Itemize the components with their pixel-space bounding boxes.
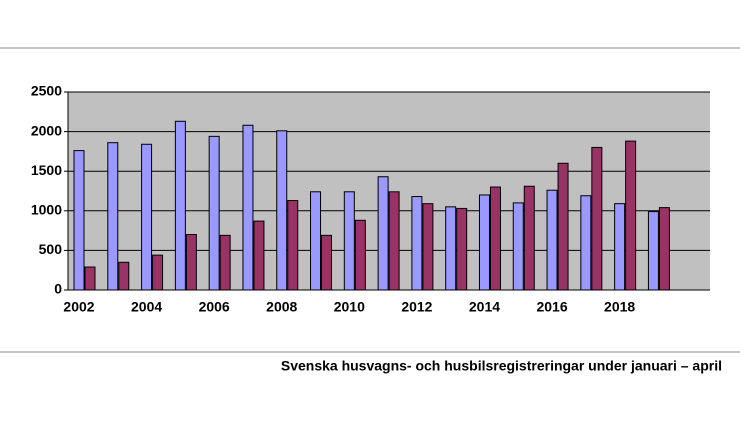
bar (84, 266, 96, 291)
bar (614, 203, 626, 291)
bar (321, 234, 333, 291)
bar (343, 191, 355, 291)
y-tick-label: 2500 (31, 83, 62, 99)
bar (185, 234, 197, 291)
bar (445, 206, 457, 291)
bar (242, 124, 254, 291)
x-tick-label: 2002 (63, 299, 94, 315)
bar (152, 254, 164, 291)
y-tick-label: 0 (54, 281, 62, 297)
bar (287, 200, 299, 291)
bar (107, 142, 119, 291)
bar (478, 194, 490, 291)
bar (580, 195, 592, 291)
bar (489, 186, 501, 291)
caption: Svenska husvagns- och husbilsregistrerin… (281, 358, 722, 374)
bar (276, 130, 288, 291)
y-tick-label: 2000 (31, 122, 62, 138)
bar (310, 191, 322, 291)
bar (625, 140, 637, 291)
bar (377, 176, 389, 291)
bar (253, 220, 265, 291)
bar (647, 211, 659, 291)
y-tick-label: 500 (39, 241, 63, 257)
bar (591, 146, 603, 291)
bar (208, 135, 220, 291)
x-tick-label: 2014 (469, 299, 500, 315)
bar (557, 162, 569, 291)
bar (219, 234, 231, 291)
y-tick-label: 1500 (31, 162, 62, 178)
bar (411, 196, 423, 291)
bar (512, 202, 524, 291)
x-tick-label: 2016 (536, 299, 567, 315)
x-tick-label: 2006 (199, 299, 230, 315)
y-tick-label: 1000 (31, 202, 62, 218)
bar (354, 219, 366, 291)
bar (523, 185, 535, 291)
bar (388, 191, 400, 291)
bar (546, 189, 558, 291)
bar (422, 203, 434, 291)
bar (174, 120, 186, 291)
bar (118, 261, 130, 291)
bar (73, 150, 85, 291)
x-tick-label: 2010 (334, 299, 365, 315)
x-tick-label: 2008 (266, 299, 297, 315)
x-tick-label: 2004 (131, 299, 162, 315)
bar (456, 207, 468, 291)
x-tick-label: 2018 (604, 299, 635, 315)
x-tick-label: 2012 (401, 299, 432, 315)
bar (658, 207, 670, 291)
bar (141, 143, 153, 291)
